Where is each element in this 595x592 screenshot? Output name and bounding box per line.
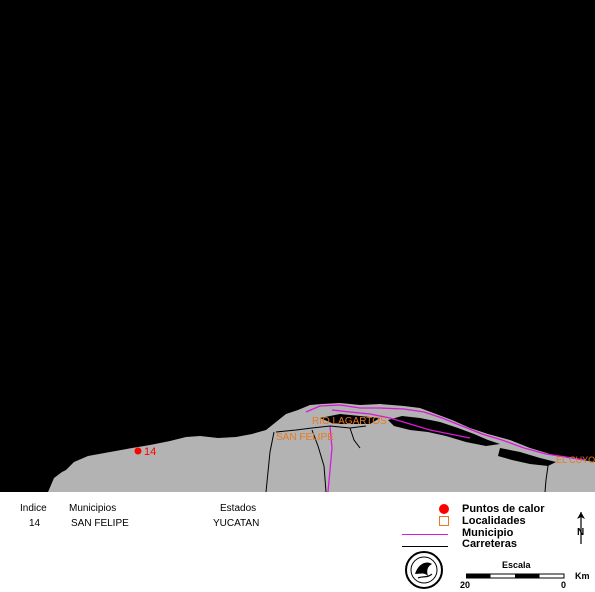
- scale-right-value: 0: [561, 580, 567, 590]
- municipio-boundary: [305, 404, 586, 461]
- north-label: N: [577, 527, 585, 538]
- road-3: [275, 425, 367, 433]
- table-header-estados: Estados: [220, 503, 257, 514]
- orange-square-icon: [439, 516, 449, 526]
- table-header-municipios: Municipios: [69, 503, 117, 514]
- road-2: [311, 429, 327, 492]
- scale-left-value: 20: [460, 580, 471, 590]
- scale-bar: [466, 573, 565, 579]
- place-san-felipe[interactable]: SAN FELIPE: [276, 432, 334, 443]
- place-rio-lagartos[interactable]: RIO LAGARTOS: [312, 416, 387, 427]
- municipio-boundary-2: [331, 409, 471, 439]
- red-dot-icon: [439, 504, 449, 514]
- table-header-indice: Indice: [20, 503, 47, 514]
- legend-municipio: Municipio: [462, 527, 514, 539]
- hotspot-marker[interactable]: [134, 447, 142, 455]
- hotspot-label: 14: [144, 446, 156, 458]
- lagoon-area-3: [320, 414, 380, 424]
- table-cell-indice: 14: [29, 518, 41, 529]
- scale-unit: Km: [575, 571, 590, 581]
- table-cell-municipio: SAN FELIPE: [71, 518, 129, 529]
- scale-title: Escala: [502, 560, 531, 570]
- table-cell-estado: YUCATAN: [213, 518, 260, 529]
- lagoon-area: [388, 416, 500, 446]
- legend-puntos-de-calor: Puntos de calor: [462, 503, 545, 515]
- island-strip: [48, 468, 70, 492]
- road-1: [265, 431, 275, 492]
- legend-carreteras: Carreteras: [462, 538, 518, 550]
- road-4: [349, 427, 361, 449]
- institution-logo-icon: [405, 551, 443, 589]
- north-arrow-icon: [577, 512, 585, 544]
- lagoon-area-2: [498, 448, 556, 466]
- road-5: [544, 465, 549, 492]
- place-el-cuyo[interactable]: EL CUYO: [556, 455, 595, 465]
- municipio-boundary-3: [327, 425, 333, 492]
- legend-localidades: Localidades: [462, 515, 526, 527]
- sea-area: [0, 0, 595, 492]
- magenta-line-icon: [402, 534, 448, 535]
- black-line-icon: [402, 546, 448, 547]
- map-canvas: 14 RIO LAGARTOS SAN FELIPE EL CUYO: [0, 0, 595, 492]
